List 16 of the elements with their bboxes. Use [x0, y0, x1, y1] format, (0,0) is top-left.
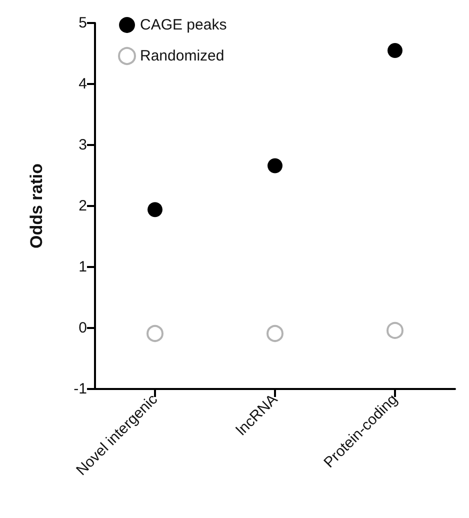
- point: [266, 324, 284, 342]
- y-tick-label: 1: [78, 258, 87, 276]
- point: [268, 158, 282, 174]
- y-tick-label: -1: [74, 380, 87, 398]
- y-axis-title: Odds ratio: [27, 163, 46, 249]
- y-tick-label: 3: [78, 136, 87, 154]
- legend-label: Randomized: [140, 48, 224, 64]
- y-tick-label: 0: [78, 320, 87, 336]
- point: [386, 322, 404, 339]
- point: [146, 324, 164, 342]
- legend-label: CAGE peaks: [140, 16, 227, 34]
- y-tick-label: 4: [78, 76, 87, 92]
- point: [388, 42, 402, 58]
- y-tick-label: 2: [78, 198, 87, 214]
- point: [148, 202, 162, 218]
- y-tick-label: 5: [78, 14, 87, 32]
